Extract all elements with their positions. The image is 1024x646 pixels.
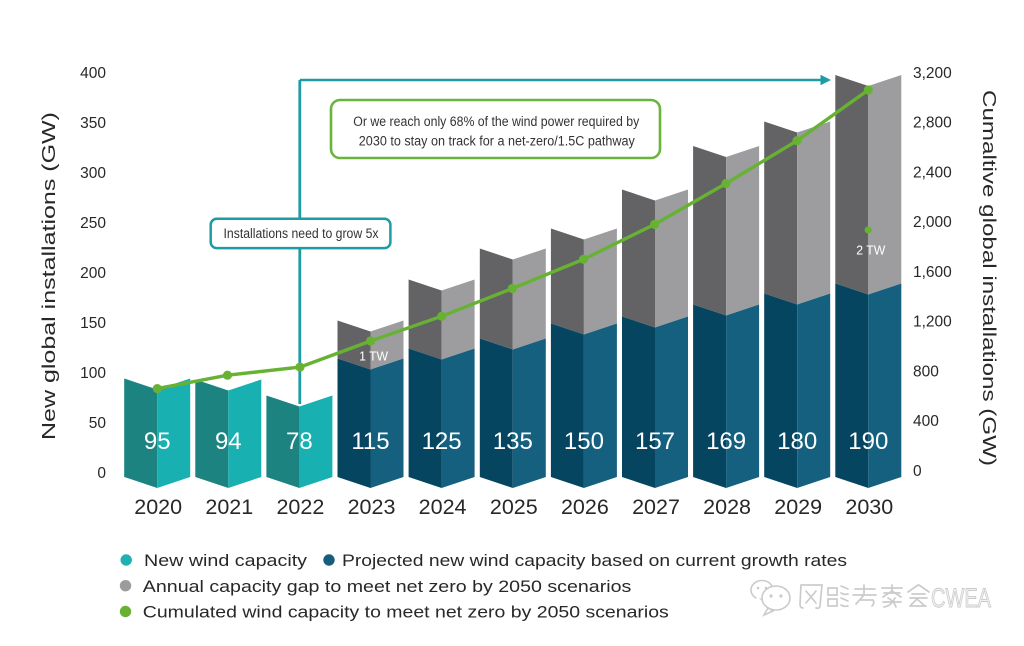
svg-text:Projected new wind capacity ba: Projected new wind capacity based on cur… [342,551,847,570]
svg-text:3,200: 3,200 [913,65,952,82]
svg-text:350: 350 [80,115,106,132]
svg-text:150: 150 [80,315,106,332]
svg-text:100: 100 [80,365,106,382]
svg-text:2026: 2026 [561,495,609,519]
svg-text:2025: 2025 [490,495,538,519]
svg-text:New global installations (GW): New global installations (GW) [38,112,59,440]
svg-text:180: 180 [777,428,817,455]
svg-text:0: 0 [97,465,106,482]
svg-text:2024: 2024 [419,495,467,519]
svg-text:2022: 2022 [276,495,324,519]
svg-text:2023: 2023 [348,495,396,519]
svg-text:2020: 2020 [134,495,182,519]
svg-text:1,600: 1,600 [913,264,952,281]
svg-text:2030 to stay on track for a ne: 2030 to stay on track for a net-zero/1.5… [359,134,635,149]
svg-text:78: 78 [286,428,313,455]
svg-text:New wind capacity: New wind capacity [144,551,308,570]
svg-text:Installations need to grow 5x: Installations need to grow 5x [224,226,379,241]
svg-text:Cumulated wind capacity to mee: Cumulated wind capacity to meet net zero… [143,603,669,622]
svg-text:115: 115 [351,428,389,455]
svg-text:2,400: 2,400 [913,164,952,181]
svg-text:157: 157 [635,428,675,455]
svg-text:2,800: 2,800 [913,115,952,132]
svg-text:95: 95 [144,428,171,455]
svg-text:2027: 2027 [632,495,680,519]
svg-text:Annual capacity gap to meet ne: Annual capacity gap to meet net zero by … [143,577,632,596]
svg-text:2 TW: 2 TW [856,243,886,258]
svg-text:2030: 2030 [845,495,893,519]
svg-text:300: 300 [80,165,106,182]
svg-text:400: 400 [913,413,939,430]
svg-text:135: 135 [493,428,533,455]
svg-text:2021: 2021 [205,495,253,519]
svg-text:1 TW: 1 TW [359,349,389,364]
svg-text:2,000: 2,000 [913,214,952,231]
svg-text:400: 400 [80,65,106,82]
svg-text:2028: 2028 [703,495,751,519]
svg-text:94: 94 [215,428,242,455]
svg-text:800: 800 [913,363,939,380]
svg-text:1,200: 1,200 [913,314,952,331]
svg-text:200: 200 [80,265,106,282]
svg-text:Cumaltive global installations: Cumaltive global installations (GW) [979,90,1000,466]
svg-text:150: 150 [564,428,604,455]
svg-text:0: 0 [913,463,922,480]
svg-text:Or we reach only 68% of the wi: Or we reach only 68% of the wind power r… [353,114,639,129]
svg-text:250: 250 [80,215,106,232]
svg-text:169: 169 [706,428,746,455]
svg-text:190: 190 [848,428,888,455]
svg-text:CWEA: CWEA [931,583,991,613]
svg-text:125: 125 [422,428,462,455]
svg-text:2029: 2029 [774,495,822,519]
svg-text:50: 50 [89,415,107,432]
